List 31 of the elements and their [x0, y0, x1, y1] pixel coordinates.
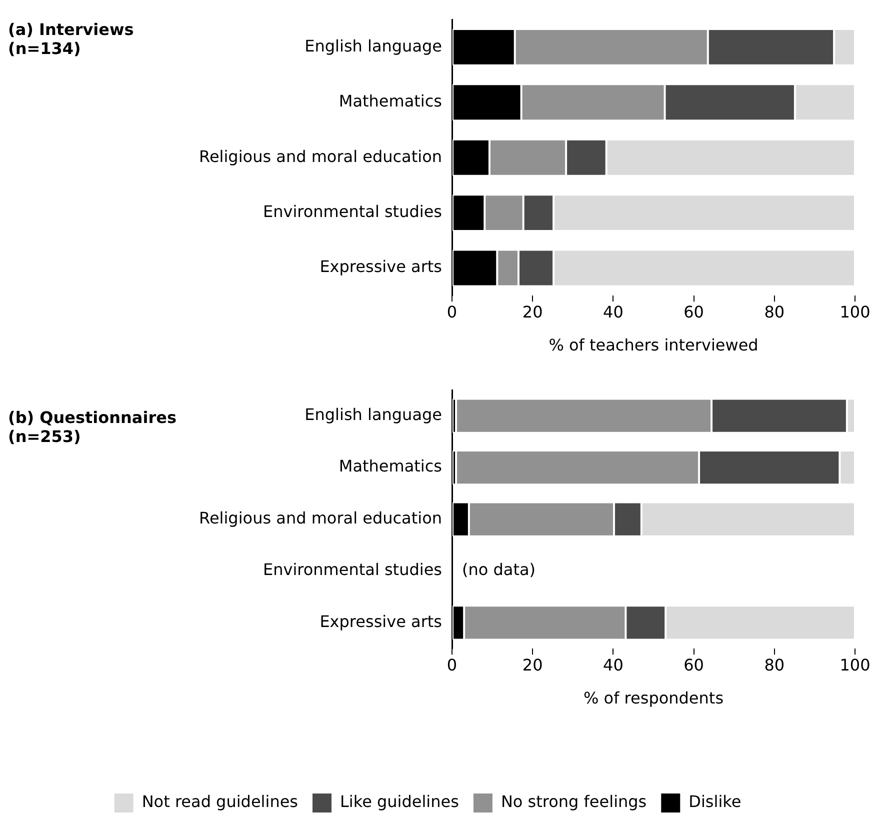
x-tick-label: 80 — [764, 655, 785, 674]
y-tick-label: English language — [304, 405, 442, 424]
y-tick-label: Religious and moral education — [199, 508, 442, 528]
x-tick-label: 0 — [446, 655, 458, 674]
legend-label: Not read guidelines — [142, 792, 298, 812]
y-tick-label: English language — [304, 36, 442, 56]
x-tick-label: 20 — [522, 302, 543, 322]
x-tick-label: 80 — [764, 302, 785, 322]
legend-label: Like guidelines — [340, 792, 459, 812]
annotation: (no data) — [462, 560, 536, 580]
y-tick-label: Religious and moral education — [199, 146, 442, 166]
y-tick-label: Expressive arts — [320, 612, 442, 631]
x-tick-label: 100 — [840, 302, 870, 322]
y-tick-label: Mathematics — [338, 456, 442, 476]
x-tick-label: 0 — [446, 302, 458, 322]
y-tick-label: Mathematics — [338, 92, 442, 111]
x-tick-label: 100 — [840, 655, 870, 674]
legend-label: Dislike — [688, 792, 742, 812]
y-tick-label: Environmental studies — [262, 560, 442, 580]
x-axis-title: % of respondents — [583, 688, 724, 708]
x-tick-label: 40 — [603, 302, 624, 322]
x-tick-label: 60 — [684, 302, 704, 322]
text: (a) Interviews (n=134) — [8, 20, 134, 58]
y-tick-label: Environmental studies — [262, 202, 442, 221]
x-tick-label: 40 — [603, 655, 624, 674]
x-axis-title: % of teachers interviewed — [548, 336, 758, 355]
legend-label: No strong feelings — [500, 792, 647, 812]
text: (b) Questionnaires (n=253) — [8, 408, 176, 446]
x-tick-label: 20 — [522, 655, 543, 674]
x-tick-label: 60 — [684, 655, 704, 674]
y-tick-label: Expressive arts — [320, 257, 442, 276]
